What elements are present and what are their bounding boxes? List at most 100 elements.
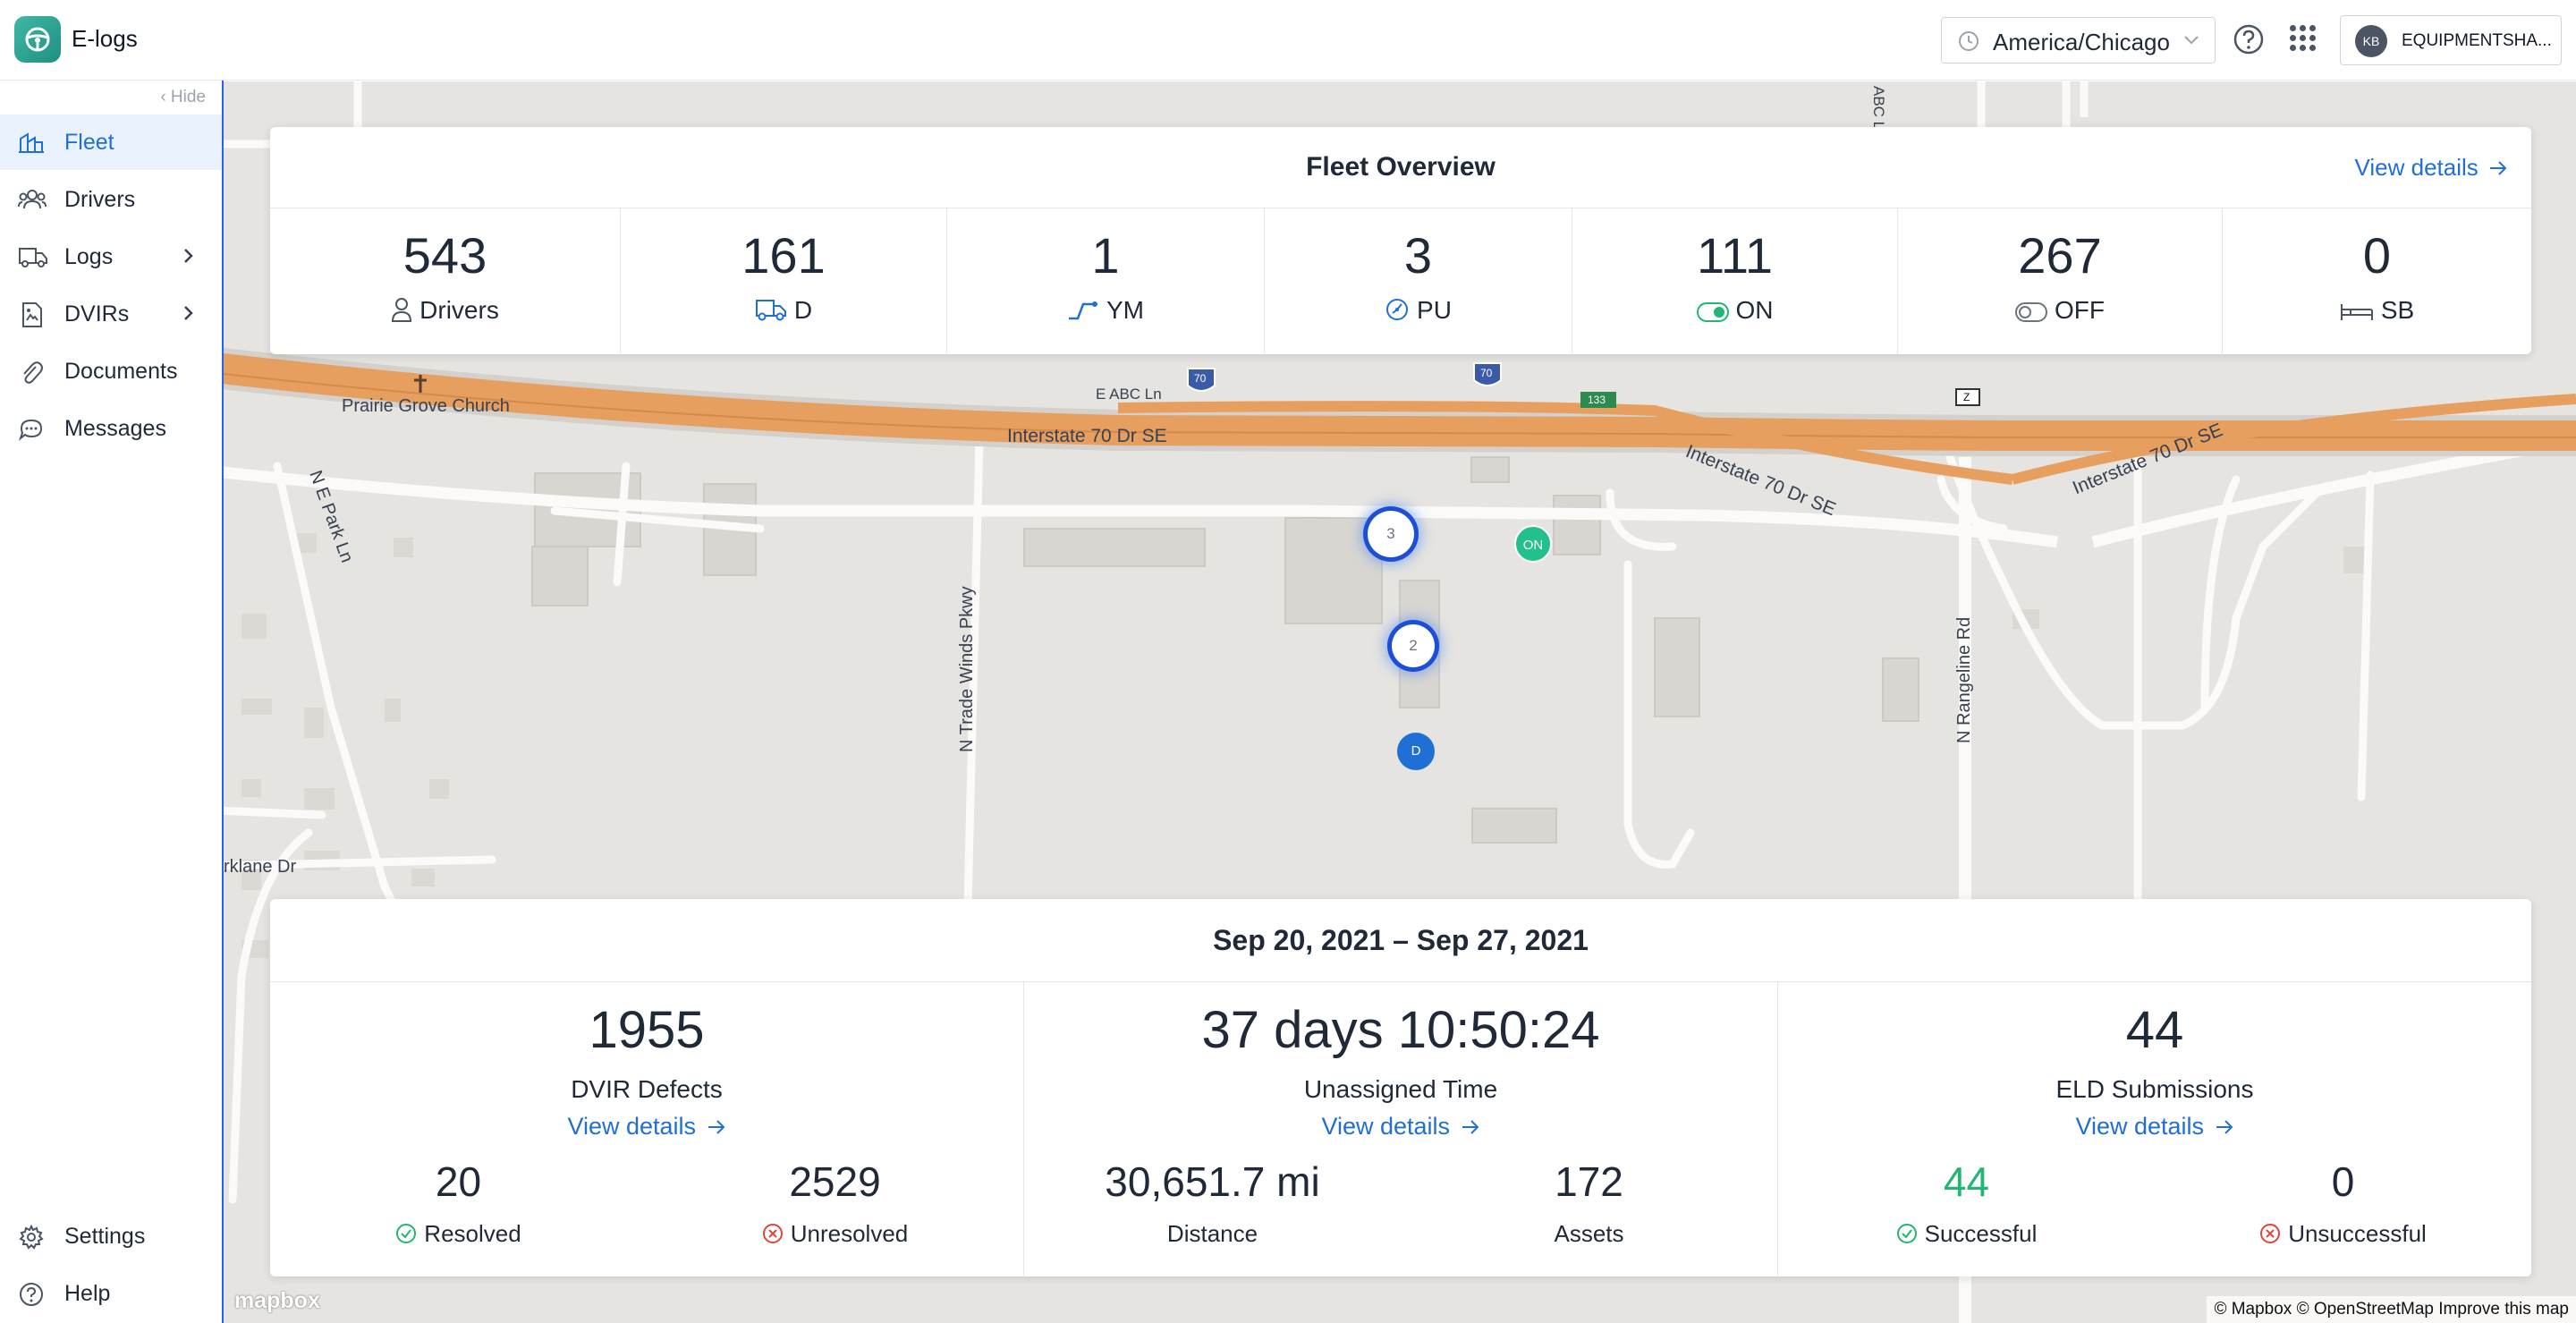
distance-value: 30,651.7 mi (1105, 1158, 1320, 1205)
sidebar: ‹ Hide Fleet Drivers Logs (0, 81, 224, 1323)
sidebar-item-label: Fleet (64, 130, 114, 155)
assets-stat: 172 Assets (1401, 1158, 1777, 1248)
arrow-right-icon (708, 1120, 724, 1134)
distance-stat: 30,651.7 mi Distance (1024, 1158, 1401, 1248)
route-sign (1955, 388, 1980, 406)
sidebar-item-messages[interactable]: Messages (0, 401, 222, 456)
check-circle-icon (1896, 1224, 1917, 1243)
gear-icon (19, 1224, 44, 1250)
sidebar-item-fleet[interactable]: Fleet (0, 114, 222, 170)
successful-stat[interactable]: 44 Successful (1778, 1158, 2155, 1248)
sidebar-item-settings[interactable]: Settings (0, 1209, 222, 1264)
fleet-overview-title: Fleet Overview (1306, 152, 1496, 182)
view-details-label: View details (2075, 1113, 2205, 1140)
stat-value: 267 (2018, 227, 2102, 284)
sidebar-item-label: DVIRs (64, 301, 130, 327)
sidebar-item-dvirs[interactable]: DVIRs (0, 286, 222, 342)
sidebar-item-label: Documents (64, 359, 178, 384)
sidebar-item-label: Messages (64, 416, 166, 441)
map-cluster[interactable]: 2 (1392, 624, 1435, 667)
stat-label: OFF (2055, 296, 2105, 324)
map-cluster[interactable]: 3 (1368, 511, 1414, 557)
shield-label: 133 (1588, 394, 1606, 406)
message-icon (18, 419, 43, 441)
chevron-right-icon (184, 249, 193, 263)
fleet-overview-view-details-link[interactable]: View details (2355, 154, 2509, 182)
apps-grid-icon[interactable] (2290, 25, 2317, 52)
fleet-overview-card: Fleet Overview View details 543 Drivers … (270, 127, 2531, 355)
stat-drivers[interactable]: 543 Drivers (270, 208, 620, 355)
unresolved-label: Unresolved (790, 1220, 909, 1247)
drivers-icon (18, 190, 47, 209)
shield-label: 70 (1480, 367, 1493, 379)
stat-on-duty[interactable]: 111 ON (1572, 208, 1897, 355)
timezone-select[interactable]: America/Chicago (1941, 17, 2216, 64)
road-label-rangeline: N Rangeline Rd (1954, 616, 1974, 743)
stat-sleeper[interactable]: 0 SB (2222, 208, 2531, 355)
x-circle-icon (762, 1224, 783, 1243)
stat-off-duty[interactable]: 267 OFF (1897, 208, 2222, 355)
unassigned-time-caption: Unassigned Time (1303, 1075, 1498, 1103)
hide-sidebar-button[interactable]: ‹ Hide (160, 88, 206, 107)
stat-driving[interactable]: 161 D (620, 208, 946, 355)
steering-wheel-icon (25, 27, 50, 52)
dvir-defects-value: 1955 (589, 1001, 705, 1059)
stat-value: 543 (402, 227, 487, 284)
sidebar-item-documents[interactable]: Documents (0, 343, 222, 399)
interstate-shield (1187, 368, 1216, 392)
eld-submissions-column: 44 ELD Submissions View details 44 Succe… (1777, 982, 2531, 1277)
vehicle-marker-driving[interactable]: D (1397, 733, 1435, 770)
interstate-shield (1473, 362, 1502, 386)
road-label-abc-top: ABC L (1870, 86, 1887, 131)
shield-label: 70 (1194, 372, 1207, 385)
dvir-defects-caption: DVIR Defects (571, 1075, 723, 1103)
unassigned-view-details-link[interactable]: View details (1024, 1113, 1777, 1141)
summary-columns: 1955 DVIR Defects View details 20 Resolv… (270, 981, 2531, 1277)
truck-icon (19, 248, 47, 267)
account-menu[interactable]: KB EQUIPMENTSHA... (2340, 15, 2562, 65)
road-label-trade-winds: N Trade Winds Pkwy (957, 586, 977, 752)
mapbox-logo[interactable]: mapbox (234, 1288, 320, 1313)
sidebar-item-label: Drivers (64, 187, 136, 212)
paperclip-icon (23, 361, 43, 384)
top-bar: E-logs America/Chicago KB EQUIPMENTSHA..… (0, 0, 2576, 81)
dvir-view-details-link[interactable]: View details (270, 1113, 1023, 1141)
distance-label: Distance (1166, 1220, 1258, 1247)
sidebar-item-label: Settings (64, 1224, 146, 1249)
unsuccessful-label: Unsuccessful (2288, 1220, 2427, 1247)
stat-label: Drivers (419, 296, 499, 324)
stat-value: 161 (741, 227, 826, 284)
timezone-value: America/Chicago (1993, 29, 2170, 55)
place-label-church: Prairie Grove Church (342, 396, 510, 416)
unresolved-stat[interactable]: 2529 Unresolved (647, 1158, 1023, 1248)
stat-label: YM (1106, 296, 1144, 324)
stat-value: 0 (2362, 227, 2392, 284)
road-label-interstate: Interstate 70 Dr SE (1007, 426, 1167, 446)
stat-yard-move[interactable]: 1 YM (946, 208, 1264, 355)
successful-value: 44 (1943, 1158, 1990, 1205)
stat-label: PU (1417, 296, 1452, 324)
stat-label: D (793, 296, 813, 324)
sidebar-item-help[interactable]: Help (0, 1266, 222, 1321)
view-details-label: View details (567, 1113, 697, 1140)
unassigned-time-value: 37 days 10:50:24 (1201, 1001, 1600, 1059)
stat-personal-use[interactable]: 3 PU (1264, 208, 1572, 355)
arrow-right-icon (2216, 1120, 2233, 1134)
app-logo[interactable] (14, 16, 61, 63)
map-attribution[interactable]: © Mapbox © OpenStreetMap Improve this ma… (2207, 1296, 2576, 1323)
help-icon (20, 1283, 43, 1306)
sidebar-item-label: Logs (64, 244, 114, 269)
unsuccessful-stat[interactable]: 0 Unsuccessful (2155, 1158, 2531, 1248)
stat-label: ON (1735, 296, 1774, 324)
dvir-icon (22, 302, 42, 327)
arrow-right-icon (1462, 1120, 1479, 1134)
toggle-off-icon (2015, 302, 2047, 322)
sidebar-item-logs[interactable]: Logs (0, 229, 222, 284)
successful-label: Successful (1924, 1220, 2038, 1247)
help-icon[interactable] (2233, 23, 2265, 55)
vehicle-marker-on[interactable]: ON (1514, 525, 1552, 563)
resolved-stat[interactable]: 20 Resolved (270, 1158, 647, 1248)
eld-view-details-link[interactable]: View details (1778, 1113, 2531, 1141)
sidebar-item-drivers[interactable]: Drivers (0, 172, 222, 227)
resolved-label: Resolved (424, 1220, 521, 1247)
